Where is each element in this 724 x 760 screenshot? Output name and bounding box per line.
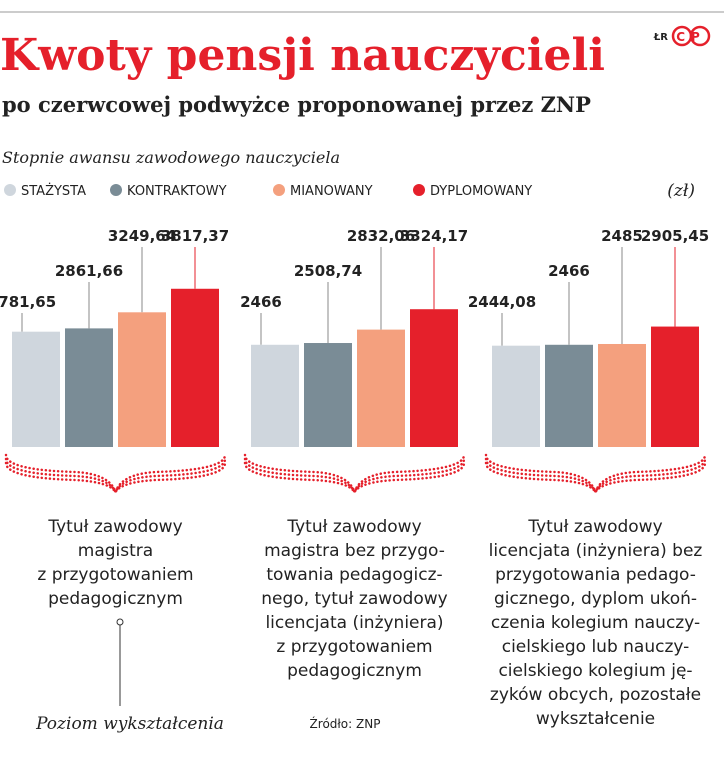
pointer-dot [116,618,124,626]
brace [484,457,707,496]
legend-label: DYPLOMOWANY [430,184,532,199]
unit: (zł) [667,181,695,201]
source: Źródło: ZNP [310,716,381,731]
axis-label: Poziom wykształcenia [35,714,224,734]
brace [243,457,466,496]
value-label: 2466 [240,293,282,311]
legend-label: STAŻYSTA [21,183,86,199]
logo: CP [676,30,706,44]
bar [598,343,646,447]
chart-title: Kwoty pensji nauczycieli [0,30,605,81]
value-label: 2861,66 [55,262,123,280]
bar [251,344,299,447]
value-label: 2781,65 [0,293,56,311]
legend-title: Stopnie awansu zawodowego nauczyciela [2,148,340,167]
value-label: 2485 [601,227,643,245]
bar [410,309,458,447]
credit: ŁR [653,32,668,43]
bar [357,329,405,447]
value-label: 2444,08 [468,293,536,311]
legend-swatch [413,184,425,196]
value-label: 3249,64 [108,227,176,245]
subtitle: po czerwcowej podwyżce proponowanej prze… [2,92,591,117]
logo-ring [689,25,711,47]
brace [4,457,227,496]
bar [651,326,699,447]
brace [243,461,466,495]
category-label: Tytuł zawodowy magistra bez przygo- towa… [261,517,448,681]
category-label: Tytuł zawodowy licencjata (inżyniera) be… [488,517,703,729]
legend-swatch [4,184,16,196]
legend-label: MIANOWANY [290,184,373,199]
category-label: Tytuł zawodowy magistra z przygotowaniem… [37,517,194,609]
legend-swatch [273,184,285,196]
bar [545,344,593,447]
legend-label: KONTRAKTOWY [127,184,227,199]
value-label: 3324,17 [400,227,468,245]
brace [4,461,227,495]
brace [484,461,707,495]
value-label: 2832,06 [347,227,415,245]
value-label: 2466 [548,262,590,280]
value-label: 3817,37 [161,227,229,245]
bar [118,312,166,447]
bar [65,328,113,447]
bar [171,288,219,447]
bar [12,331,60,447]
bar [492,345,540,447]
bar [304,343,352,447]
value-label: 2508,74 [294,262,362,280]
value-label: 2905,45 [641,227,709,245]
legend-swatch [110,184,122,196]
